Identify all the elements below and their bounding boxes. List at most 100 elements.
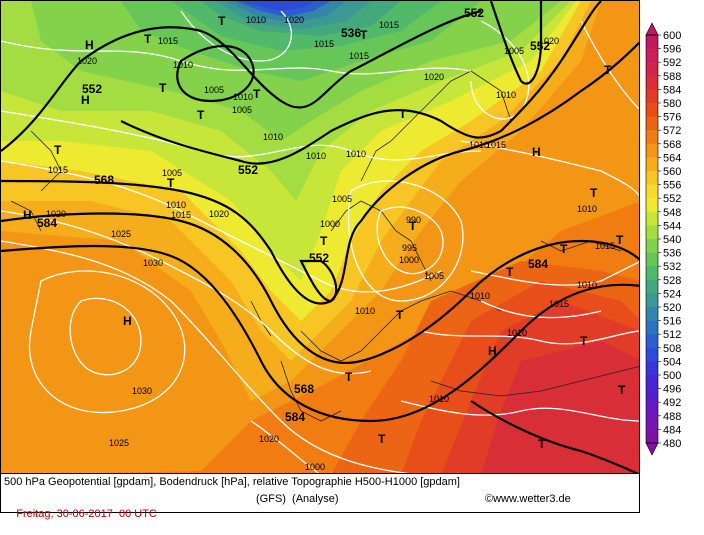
color-scale-swatch xyxy=(646,239,658,254)
color-scale-tick-label: 540 xyxy=(663,234,681,246)
center-label: T xyxy=(167,176,175,190)
color-scale-tick-label: 528 xyxy=(663,275,681,287)
isobar-label: 1005 xyxy=(162,168,182,178)
color-scale-swatch xyxy=(646,279,658,294)
center-label: T xyxy=(218,14,226,28)
center-label: T xyxy=(345,370,353,384)
contour-label: 552 xyxy=(530,39,550,53)
isobar-label: 1010 xyxy=(577,280,597,290)
isobar-label: 1020 xyxy=(77,56,97,66)
color-scale-tick-label: 560 xyxy=(663,166,681,178)
isobar-label: 1015 xyxy=(595,241,615,251)
isobar-label: 995 xyxy=(402,243,417,253)
isobar-label: 1005 xyxy=(232,105,252,115)
isobar-label: 1010 xyxy=(233,92,253,102)
scale-min-arrow xyxy=(645,442,659,456)
center-label: T xyxy=(320,234,328,248)
color-scale-tick-label: 568 xyxy=(663,139,681,151)
coastlines xyxy=(10,70,639,422)
color-scale-swatch xyxy=(646,75,658,90)
color-scale-tick-label: 556 xyxy=(663,180,681,192)
isobar-label: 1015 xyxy=(549,299,569,309)
contour-label: 552 xyxy=(309,251,329,265)
contour-label: 584 xyxy=(37,216,57,230)
isobar-label: 1010 xyxy=(246,15,266,25)
color-scale-swatch xyxy=(646,252,658,267)
color-scale-swatch xyxy=(646,347,658,362)
center-label: T xyxy=(253,87,261,101)
color-scale-tick-label: 584 xyxy=(663,84,681,96)
color-scale-tick-label: 492 xyxy=(663,397,681,409)
center-label: T xyxy=(144,32,152,46)
contour-label: 568 xyxy=(94,173,114,187)
contour-label: 568 xyxy=(294,382,314,396)
isobar-label: 1010 xyxy=(470,291,490,301)
color-scale-tick-label: 504 xyxy=(663,356,681,368)
isobar-label: 1010 xyxy=(496,90,516,100)
color-scale-swatch xyxy=(646,388,658,403)
contour-label: 552 xyxy=(82,82,102,96)
contour-label: 552 xyxy=(238,163,258,177)
isobar-label: 1010 xyxy=(507,328,527,338)
center-label: T xyxy=(618,383,626,397)
map-caption: 500 hPa Geopotential [gpdam], Bodendruck… xyxy=(0,474,640,520)
center-label: T xyxy=(506,265,514,279)
center-label: T xyxy=(538,437,546,451)
color-scale-swatch xyxy=(646,184,658,199)
center-label: T xyxy=(378,432,386,446)
color-scale-tick-label: 600 xyxy=(663,30,681,42)
isobar-label: 1005 xyxy=(332,194,352,204)
isobar-label: 1010 xyxy=(429,394,449,404)
center-label: T xyxy=(590,186,598,200)
center-label: T xyxy=(399,107,407,121)
color-scale-tick-label: 524 xyxy=(663,288,681,300)
center-label: H xyxy=(488,344,497,358)
contour-label: 584 xyxy=(528,257,548,271)
contour-label: 536 xyxy=(341,26,361,40)
color-scale-tick-label: 576 xyxy=(663,112,681,124)
isobar-label: 1020 xyxy=(284,15,304,25)
color-scale-swatch xyxy=(646,157,658,172)
isobar-label: 1025 xyxy=(111,229,131,239)
center-label: T xyxy=(159,81,167,95)
color-scale-tick-label: 544 xyxy=(663,220,681,232)
isobar-label: 1020 xyxy=(209,209,229,219)
color-scale-legend: 600 596 592 588 584 580 576 572 568 564 560 556 552 5… xyxy=(640,0,704,474)
geopotential-contours xyxy=(1,1,639,473)
color-scale-tick-label: 484 xyxy=(663,424,681,436)
isobar-label: 1020 xyxy=(46,209,66,219)
color-scale-swatch xyxy=(646,116,658,131)
color-scale-tick-label: 580 xyxy=(663,98,681,110)
isobar-label: 1015 xyxy=(171,210,191,220)
geopotential-labels: 552 552 552 552 552 536 568 568 584 584 … xyxy=(37,6,550,424)
color-scale-swatch xyxy=(646,198,658,213)
color-scale-tick-label: 536 xyxy=(663,248,681,260)
color-scale-tick-label: 496 xyxy=(663,384,681,396)
isobar-label: 1010 xyxy=(166,200,186,210)
isobar-label: 1020 xyxy=(539,36,559,46)
scale-max-arrow xyxy=(645,22,659,36)
center-label: T xyxy=(396,308,404,322)
color-scale-tick-label: 516 xyxy=(663,316,681,328)
color-scale-tick-label: 572 xyxy=(663,125,681,137)
isobar-label: 1005 xyxy=(424,271,444,281)
contour-label: 584 xyxy=(285,410,305,424)
isobar-label: 1000 xyxy=(399,255,419,265)
color-scale-swatch xyxy=(646,48,658,63)
caption-date: Freitag, 30-06-2017 00 UTC xyxy=(16,508,157,520)
weather-map: H H H H H H T T T T T T T T T T T T T T … xyxy=(0,0,640,474)
color-scale-swatch xyxy=(646,320,658,335)
center-label: T xyxy=(54,143,62,157)
topography-fill xyxy=(1,1,639,473)
color-scale-tick-label: 592 xyxy=(663,57,681,69)
color-scale-swatch xyxy=(646,103,658,118)
isobar-label: 1000 xyxy=(320,219,340,229)
caption-source: (GFS) (Analyse) xyxy=(256,493,339,505)
color-scale-swatch xyxy=(646,266,658,281)
isobar-label: 1030 xyxy=(143,258,163,268)
center-label: T xyxy=(580,334,588,348)
color-scale-tick-label: 548 xyxy=(663,207,681,219)
color-scale-swatch xyxy=(646,402,658,417)
color-scale-swatch xyxy=(646,375,658,390)
